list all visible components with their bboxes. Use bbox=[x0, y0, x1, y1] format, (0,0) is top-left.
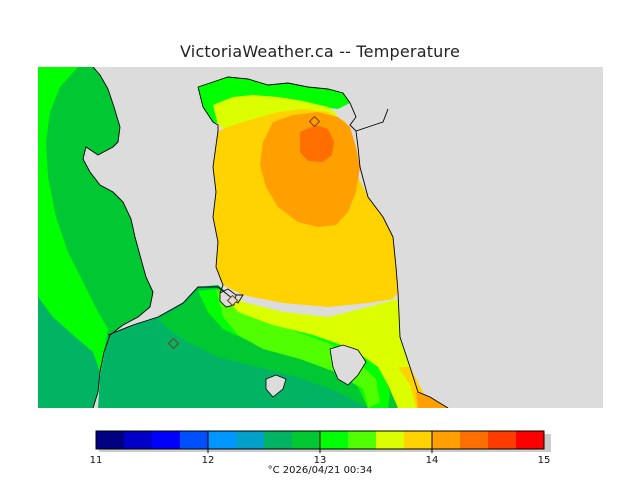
station-marker bbox=[167, 337, 180, 350]
legend-swatch bbox=[432, 431, 460, 449]
legend-swatch bbox=[96, 431, 124, 449]
legend-tick-13: 13 bbox=[313, 455, 327, 466]
legend-tick-11: 11 bbox=[89, 455, 103, 466]
coastline-west bbox=[82, 67, 154, 408]
station-marker bbox=[308, 115, 321, 128]
legend-swatch bbox=[348, 431, 376, 449]
map-title: VictoriaWeather.ca -- Temperature bbox=[180, 42, 460, 61]
legend-swatch bbox=[376, 431, 404, 449]
water-band-inlet-15 bbox=[260, 112, 360, 227]
water-band-south-15 bbox=[416, 392, 448, 408]
legend-tick-12: 12 bbox=[201, 455, 215, 466]
legend-swatch bbox=[292, 431, 320, 449]
legend-swatch bbox=[488, 431, 516, 449]
legend-swatch bbox=[180, 431, 208, 449]
legend-caption: °C 2026/04/21 00:34 bbox=[267, 465, 373, 476]
legend-swatch bbox=[236, 431, 264, 449]
station-marker bbox=[226, 294, 239, 307]
legend-swatch bbox=[208, 431, 236, 449]
land-island-south-1 bbox=[329, 344, 367, 386]
water-band-12-8 bbox=[38, 297, 100, 408]
legend-swatch bbox=[320, 431, 348, 449]
temperature-map bbox=[38, 67, 603, 408]
coastline-inlet bbox=[197, 76, 449, 408]
water-band-south-14 bbox=[218, 289, 423, 408]
land-peninsula-east bbox=[350, 97, 388, 131]
legend-tick-15: 15 bbox=[537, 455, 551, 466]
legend-swatch bbox=[264, 431, 292, 449]
land-island-south-2 bbox=[265, 374, 287, 398]
coastline-inlet-west bbox=[107, 86, 244, 336]
legend-swatch bbox=[516, 431, 544, 449]
legend-swatch bbox=[460, 431, 488, 449]
legend-swatches bbox=[95, 430, 551, 453]
legend-tick-14: 14 bbox=[425, 455, 439, 466]
water-band-inlet-15-5 bbox=[300, 125, 334, 162]
temperature-legend bbox=[95, 430, 551, 453]
legend-swatch bbox=[152, 431, 180, 449]
legend-swatch bbox=[404, 431, 432, 449]
legend-swatch bbox=[124, 431, 152, 449]
